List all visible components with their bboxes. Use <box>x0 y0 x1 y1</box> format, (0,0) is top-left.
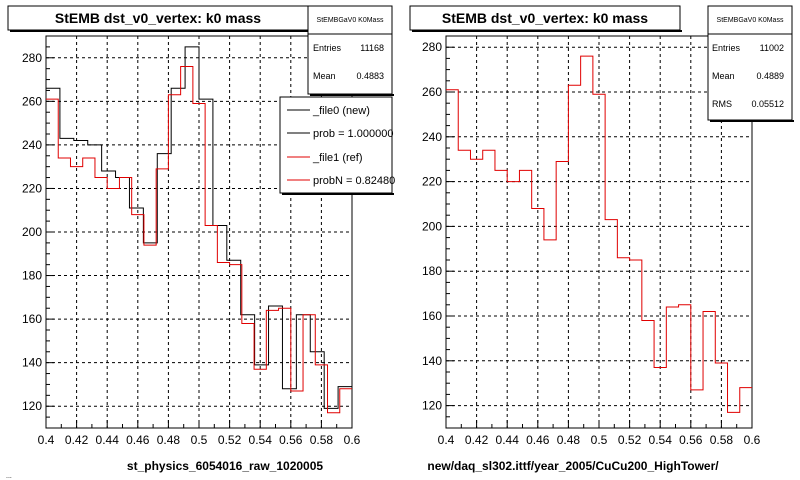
left-x-tick-label: 0.5 <box>191 433 208 447</box>
right-y-tick-label: 140 <box>422 354 442 368</box>
legend: _file0 (new) prob = 1.000000 _file1 (ref… <box>279 96 395 195</box>
left-y-tick-label: 120 <box>22 399 42 413</box>
right-stats-mean-label: Mean <box>712 71 735 81</box>
left-title-box <box>7 5 309 31</box>
left-x-tick-label: 0.52 <box>218 433 242 447</box>
right-x-tick-label: 0.5 <box>591 433 608 447</box>
right-pad: StEMB dst_v0_vertex: k0 mass 0.4 0.42 0.44… <box>409 5 794 473</box>
left-y-tick-label: 200 <box>22 225 42 239</box>
left-stats-mean: 0.4883 <box>356 71 384 81</box>
left-stats-entries: 11168 <box>360 43 384 53</box>
left-stats-box: StEMBGaV0 K0Mass Entries 11168 Mean 0.48… <box>307 5 394 96</box>
right-x-tick-label: 0.52 <box>618 433 642 447</box>
left-y-tick-label: 160 <box>22 312 42 326</box>
right-y-tick-label: 220 <box>422 175 442 189</box>
left-stats-header: StEMBGaV0 K0Mass <box>317 17 384 24</box>
left-x-axis-label: st_physics_6054016_raw_1020005 <box>127 459 323 473</box>
left-x-tick-label: 0.6 <box>344 433 361 447</box>
left-y-tick-label: 220 <box>22 181 42 195</box>
left-x-tick-label: 0.4 <box>38 433 55 447</box>
right-x-tick-label: 0.44 <box>496 433 520 447</box>
right-y-tick-label: 200 <box>422 219 442 233</box>
legend-entry-probn: probN = 0.82480 <box>313 175 395 187</box>
left-x-tick-label: 0.56 <box>279 433 303 447</box>
left-y-tick-label: 260 <box>22 94 42 108</box>
right-plot-area: 0.4 0.42 0.44 0.46 0.48 0.5 0.52 0.54 0.56 0.58 0.… <box>422 35 761 447</box>
right-x-tick-label: 0.48 <box>557 433 581 447</box>
left-x-tick-label: 0.48 <box>157 433 181 447</box>
left-y-tick-label: 280 <box>22 51 42 65</box>
legend-entry-file1: _file1 (ref) <box>312 152 363 164</box>
right-x-tick-label: 0.58 <box>710 433 734 447</box>
right-frame <box>445 35 753 429</box>
right-stats-entries: 11002 <box>760 43 784 53</box>
right-y-tick-label: 120 <box>422 399 442 413</box>
left-y-tick-label: 180 <box>22 269 42 283</box>
left-stats-mean-label: Mean <box>313 71 336 81</box>
left-y-tick-label: 140 <box>22 356 42 370</box>
left-x-tick-label: 0.42 <box>65 433 89 447</box>
right-x-tick-label: 0.46 <box>526 433 550 447</box>
left-x-tick-label: 0.46 <box>126 433 150 447</box>
footer-fragment: ... <box>6 473 12 480</box>
left-title: StEMB dst_v0_vertex: k0 mass <box>55 10 261 26</box>
right-y-tick-label: 240 <box>422 130 442 144</box>
left-series--file1-ref- <box>46 65 352 414</box>
right-x-tick-label: 0.56 <box>679 433 703 447</box>
right-title: StEMB dst_v0_vertex: k0 mass <box>442 10 648 26</box>
legend-entry-prob: prob = 1.000000 <box>313 128 393 140</box>
left-x-tick-label: 0.58 <box>310 433 334 447</box>
right-x-tick-label: 0.4 <box>438 433 455 447</box>
right-x-tick-label: 0.54 <box>649 433 673 447</box>
right-y-tick-label: 280 <box>422 40 442 54</box>
right-stats-mean: 0.4889 <box>756 71 784 81</box>
right-stats-entries-label: Entries <box>712 43 741 53</box>
left-stats-entries-label: Entries <box>313 43 342 53</box>
right-y-tick-label: 160 <box>422 309 442 323</box>
right-title-box <box>409 5 681 31</box>
left-x-tick-label: 0.44 <box>96 433 120 447</box>
right-stats-rms-label: RMS <box>712 99 732 109</box>
left-pad: StEMB dst_v0_vertex: k0 mass 0.4 0.42 0.44… <box>1 1 395 473</box>
right-stats-header: StEMBGaV0 K0Mass <box>717 17 784 24</box>
right-stats-box: StEMBGaV0 K0Mass Entries 11002 Mean 0.48… <box>707 5 794 122</box>
right-y-tick-label: 180 <box>422 264 442 278</box>
right-x-axis-label: new/daq_sl302.ittf/year_2005/CuCu200_Hig… <box>427 459 719 473</box>
left-x-tick-label: 0.54 <box>249 433 273 447</box>
right-y-tick-label: 260 <box>422 85 442 99</box>
legend-entry-file0: _file0 (new) <box>312 105 370 117</box>
right-series--file1-ref- <box>446 55 752 413</box>
right-x-tick-label: 0.42 <box>465 433 489 447</box>
left-y-tick-label: 240 <box>22 138 42 152</box>
right-x-tick-label: 0.6 <box>744 433 761 447</box>
left-series--file0-new- <box>46 46 352 409</box>
right-stats-rms: 0.05512 <box>751 99 784 109</box>
